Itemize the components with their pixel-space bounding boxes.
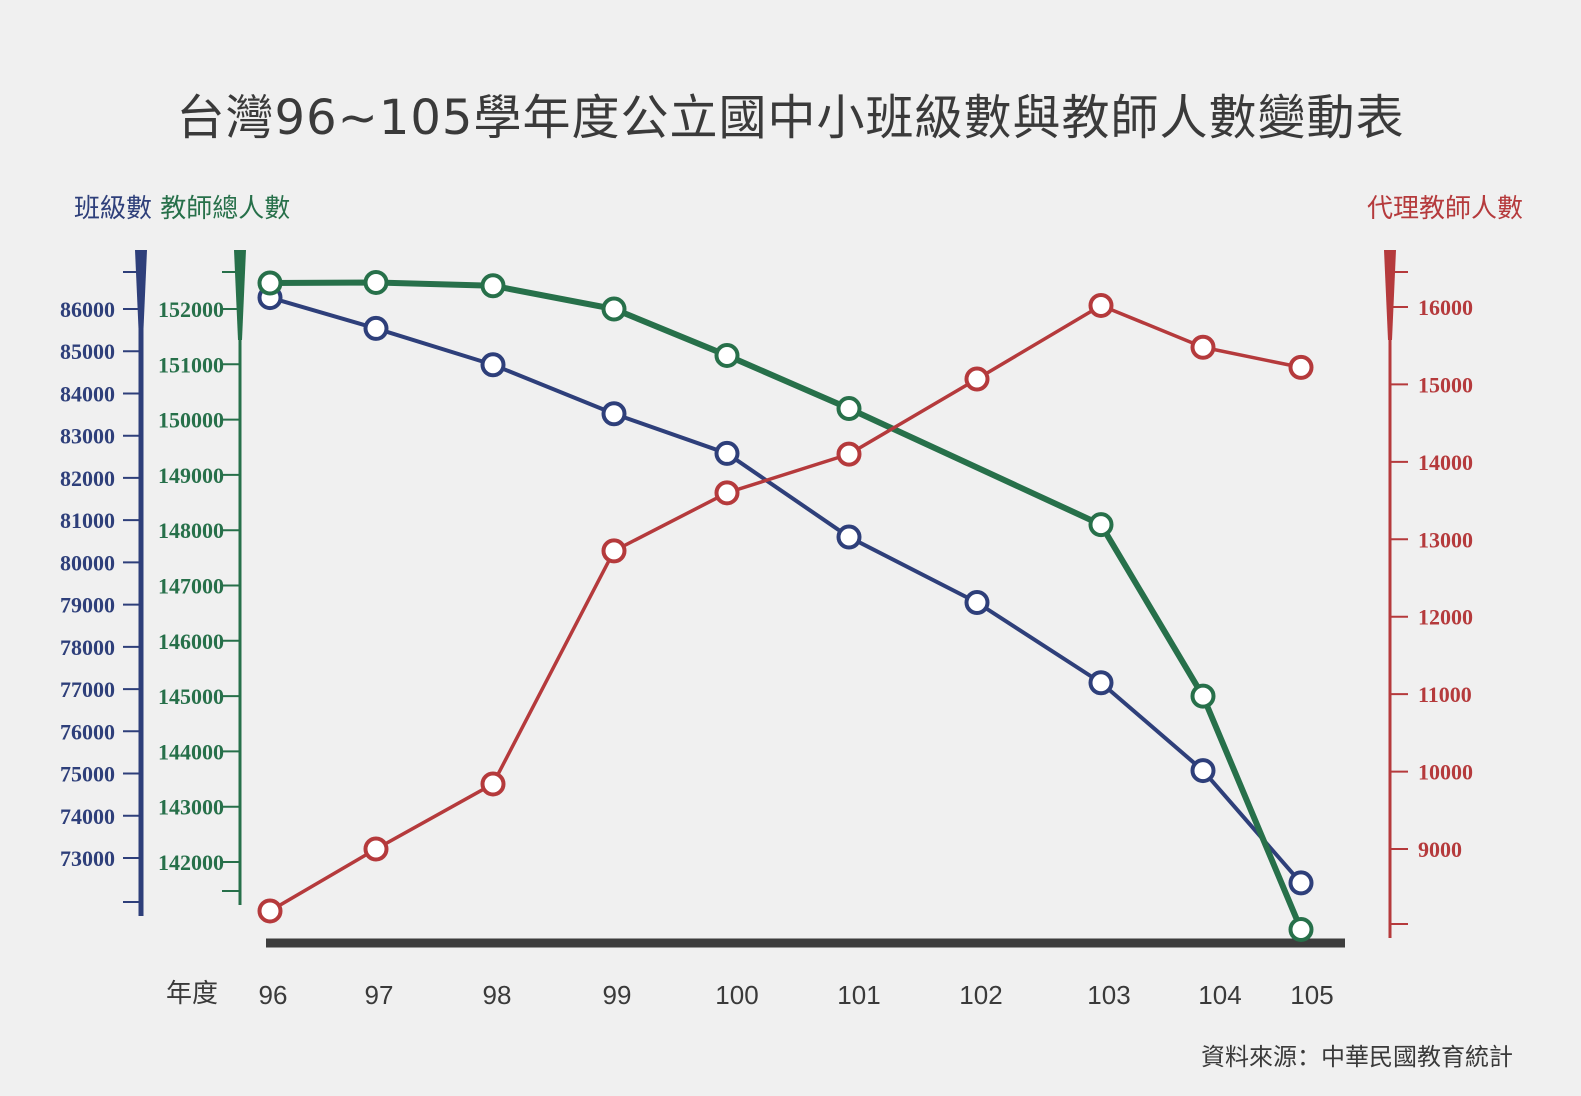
source-note: 資料來源：中華民國教育統計 <box>1201 1043 1513 1071</box>
x-tick-label: 96 <box>259 980 288 1010</box>
axes-layer: 86000 85000 84000 83000 82000 81000 80000 79000… <box>60 250 1473 948</box>
classes-data-point <box>964 590 990 616</box>
x-tick-label: 97 <box>365 980 394 1010</box>
teachers-data-point <box>363 269 389 295</box>
x-tick-label: 100 <box>715 980 758 1010</box>
teachers-data-point <box>480 273 506 299</box>
substitute-tick-label: 15000 <box>1418 372 1473 397</box>
teachers-tick-label: 151000 <box>158 352 224 377</box>
teachers-series-line <box>269 279 1304 931</box>
teachers-tick-label: 144000 <box>158 739 224 764</box>
classes-tick-label: 82000 <box>60 466 115 491</box>
series-points-layer <box>257 269 1314 942</box>
classes-data-point <box>836 524 862 550</box>
classes-tick-label: 73000 <box>60 846 115 871</box>
substitute-data-point <box>836 441 862 467</box>
classes-tick-label: 79000 <box>60 593 115 618</box>
teachers-data-point <box>257 270 283 296</box>
classes-data-point <box>480 352 506 378</box>
chart-title: 台灣96~105學年度公立國中小班級數與教師人數變動表 <box>176 90 1405 146</box>
teachers-tick-label: 142000 <box>158 850 224 875</box>
classes-tick-label: 86000 <box>60 297 115 322</box>
teachers-tick-label: 145000 <box>158 684 224 709</box>
classes-axis-cap <box>135 250 147 340</box>
substitute-data-point <box>601 538 627 564</box>
classes-axis-title: 班級數 <box>74 194 153 224</box>
substitute-tick-label: 14000 <box>1418 450 1473 475</box>
substitute-axis-cap <box>1384 250 1396 340</box>
teachers-tick-label: 146000 <box>158 629 224 654</box>
substitute-data-point <box>1190 334 1216 360</box>
x-tick-label: 105 <box>1290 980 1333 1010</box>
series-lines-layer <box>269 279 1304 931</box>
classes-tick-label: 75000 <box>60 762 115 787</box>
substitute-series-line <box>269 303 1302 913</box>
teachers-data-point <box>1190 683 1216 709</box>
x-tick-label: 98 <box>483 980 512 1010</box>
substitute-data-point <box>964 366 990 392</box>
classes-tick-label: 84000 <box>60 381 115 406</box>
substitute-data-point <box>1288 354 1314 380</box>
teachers-data-point <box>836 396 862 422</box>
classes-tick-label: 85000 <box>60 339 115 364</box>
classes-tick-label: 74000 <box>60 804 115 829</box>
classes-tick-label: 80000 <box>60 550 115 575</box>
teachers-data-point <box>1288 916 1314 942</box>
substitute-tick-label: 10000 <box>1418 760 1473 785</box>
substitute-tick-label: 11000 <box>1418 682 1472 707</box>
substitute-tick-label: 16000 <box>1418 295 1473 320</box>
substitute-data-point <box>1088 292 1114 318</box>
teachers-data-point <box>601 296 627 322</box>
teachers-axis-cap <box>234 250 246 340</box>
teachers-tick-label: 152000 <box>158 297 224 322</box>
classes-tick-label: 83000 <box>60 424 115 449</box>
classes-data-point <box>601 401 627 427</box>
teachers-data-point <box>714 342 740 368</box>
teachers-tick-label: 147000 <box>158 574 224 599</box>
substitute-data-point <box>257 898 283 924</box>
x-tick-label: 99 <box>603 980 632 1010</box>
left-axis-titles: 班級數 教師總人數 <box>74 188 290 225</box>
classes-data-point <box>1190 758 1216 784</box>
substitute-tick-label: 9000 <box>1418 837 1462 862</box>
substitute-data-point <box>714 480 740 506</box>
x-labels-layer: 年度 96 97 98 99 100 101 102 103 104 105 <box>166 978 1334 1010</box>
teachers-tick-label: 149000 <box>158 463 224 488</box>
teachers-axis-title: 教師總人數 <box>160 194 291 224</box>
substitute-axis-title: 代理教師人數 <box>1366 194 1523 224</box>
teachers-tick-label: 150000 <box>158 408 224 433</box>
classes-data-point <box>363 315 389 341</box>
classes-data-point <box>1288 870 1314 896</box>
substitute-data-point <box>480 771 506 797</box>
classes-data-point <box>1088 670 1114 696</box>
x-axis-title: 年度 <box>166 978 218 1008</box>
x-tick-label: 103 <box>1087 980 1130 1010</box>
x-tick-label: 104 <box>1198 980 1241 1010</box>
classes-tick-label: 76000 <box>60 719 115 744</box>
classes-tick-label: 81000 <box>60 508 115 533</box>
x-tick-label: 101 <box>837 980 880 1010</box>
teachers-tick-label: 148000 <box>158 518 224 543</box>
substitute-tick-label: 13000 <box>1418 527 1473 552</box>
classes-tick-label: 78000 <box>60 635 115 660</box>
substitute-data-point <box>363 836 389 862</box>
x-tick-label: 102 <box>959 980 1002 1010</box>
substitute-tick-label: 12000 <box>1418 605 1473 630</box>
classes-tick-label: 77000 <box>60 677 115 702</box>
classes-data-point <box>714 440 740 466</box>
classes-series-line <box>269 295 1303 885</box>
teachers-data-point <box>1088 512 1114 538</box>
teachers-tick-label: 143000 <box>158 795 224 820</box>
